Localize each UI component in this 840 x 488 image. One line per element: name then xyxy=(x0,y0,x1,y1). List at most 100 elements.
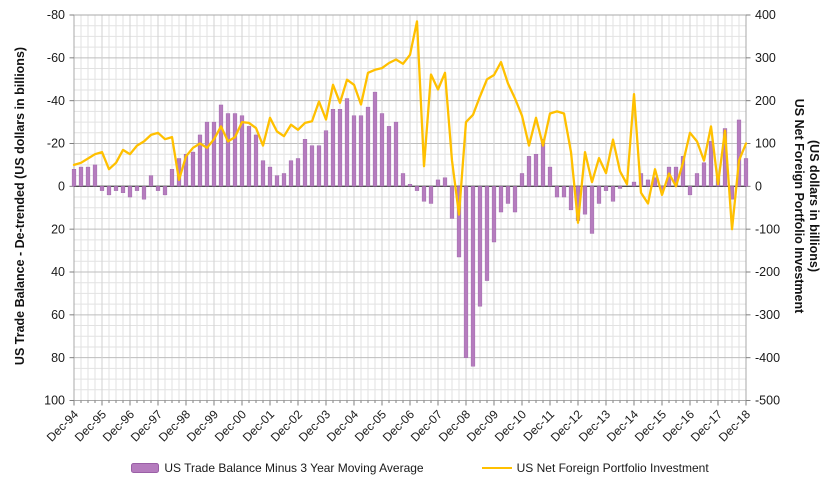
svg-text:0: 0 xyxy=(58,180,65,194)
svg-text:60: 60 xyxy=(51,308,65,322)
trade-balance-bar xyxy=(393,121,399,187)
trade-balance-bar xyxy=(316,145,322,187)
svg-text:-500: -500 xyxy=(755,394,780,408)
legend-item-trade-balance: US Trade Balance Minus 3 Year Moving Ave… xyxy=(131,461,424,475)
trade-balance-bar xyxy=(155,186,161,191)
trade-balance-bar xyxy=(505,186,511,204)
trade-balance-bars xyxy=(71,91,749,367)
svg-text:-200: -200 xyxy=(755,265,780,279)
trade-balance-bar xyxy=(743,158,749,187)
trade-balance-bar xyxy=(113,186,119,191)
trade-balance-bar xyxy=(211,121,217,187)
trade-balance-bar xyxy=(582,186,588,215)
legend-label-portfolio-investment: US Net Foreign Portfolio Investment xyxy=(516,461,709,475)
trade-balance-bar xyxy=(526,156,532,187)
trade-balance-bar xyxy=(498,186,504,213)
trade-balance-bar xyxy=(337,109,343,187)
trade-balance-bar xyxy=(596,186,602,204)
trade-balance-bar xyxy=(477,186,483,307)
trade-balance-bar xyxy=(169,168,175,187)
left-axis-tick-labels: -80 -60 -40 -20 0 20 40 60 80 100 xyxy=(44,8,65,408)
trade-balance-bar xyxy=(568,186,574,211)
right-axis-title: US Net Foreign Portfolio Investment xyxy=(792,98,806,314)
svg-text:0: 0 xyxy=(755,180,762,194)
trade-balance-bar xyxy=(281,173,287,187)
trade-balance-bar xyxy=(239,115,245,187)
svg-text:80: 80 xyxy=(51,351,65,365)
trade-balance-bar xyxy=(449,186,455,219)
trade-balance-bar xyxy=(309,145,315,187)
trade-balance-bar xyxy=(491,186,497,243)
trade-balance-bar xyxy=(372,91,378,187)
trade-balance-bar xyxy=(456,186,462,258)
trade-balance-bar xyxy=(540,139,546,187)
trade-balance-bar xyxy=(386,126,392,187)
trade-balance-bar xyxy=(190,151,196,187)
svg-text:-100: -100 xyxy=(755,222,780,236)
trade-balance-bar xyxy=(561,186,567,198)
trade-balance-bar xyxy=(414,186,420,191)
svg-text:200: 200 xyxy=(755,94,776,108)
trade-balance-bar xyxy=(232,113,238,187)
trade-balance-bar xyxy=(379,113,385,187)
svg-text:100: 100 xyxy=(44,394,65,408)
trade-balance-bar xyxy=(512,186,518,213)
trade-balance-bar xyxy=(589,186,595,234)
line-swatch-icon xyxy=(481,467,512,469)
svg-text:Dec-18: Dec-18 xyxy=(716,407,753,444)
trade-balance-bar xyxy=(358,115,364,187)
trade-balance-bar xyxy=(701,162,707,187)
svg-text:-400: -400 xyxy=(755,351,780,365)
trade-balance-bar xyxy=(631,181,637,187)
trade-balance-bar xyxy=(197,134,203,187)
trade-balance-bar xyxy=(260,160,266,187)
trade-balance-bar xyxy=(288,160,294,187)
trade-balance-bar xyxy=(687,186,693,196)
trade-balance-bar xyxy=(204,121,210,187)
right-axis-tick-labels: 400 300 200 100 0 -100 -200 -300 -400 -500 xyxy=(755,8,780,408)
legend: US Trade Balance Minus 3 Year Moving Ave… xyxy=(0,456,840,480)
left-axis-title: US Trade Balance - De-trended (US dollar… xyxy=(13,46,27,366)
trade-balance-bar xyxy=(85,166,91,187)
svg-text:-80: -80 xyxy=(47,8,65,22)
trade-balance-bar xyxy=(645,179,651,187)
legend-label-trade-balance: US Trade Balance Minus 3 Year Moving Ave… xyxy=(164,461,424,475)
trade-balance-bar xyxy=(183,154,189,187)
svg-text:20: 20 xyxy=(51,222,65,236)
portfolio-investment-line xyxy=(72,20,748,231)
svg-text:300: 300 xyxy=(755,51,776,65)
trade-balance-bar xyxy=(106,186,112,196)
trade-balance-bar xyxy=(225,113,231,187)
trade-balance-bar xyxy=(603,186,609,191)
trade-balance-bar xyxy=(421,186,427,202)
trade-balance-bar xyxy=(365,106,371,187)
trade-balance-bar xyxy=(141,186,147,200)
trade-balance-bar xyxy=(484,186,490,281)
trade-balance-bar xyxy=(302,139,308,187)
trade-balance-bar xyxy=(99,186,105,191)
trade-balance-bar xyxy=(533,154,539,187)
bar-swatch-icon xyxy=(131,463,160,473)
trade-balance-bar xyxy=(134,186,140,191)
trade-balance-bar xyxy=(162,186,168,196)
trade-balance-bar xyxy=(218,104,224,187)
legend-item-portfolio-investment: US Net Foreign Portfolio Investment xyxy=(481,461,709,475)
trade-balance-bar xyxy=(323,130,329,187)
trade-balance-bar xyxy=(71,168,77,187)
trade-balance-bar xyxy=(127,186,133,198)
svg-text:-20: -20 xyxy=(47,137,65,151)
trade-balance-bar xyxy=(435,179,441,187)
svg-text:400: 400 xyxy=(755,8,776,22)
svg-text:100: 100 xyxy=(755,137,776,151)
trade-balance-bar xyxy=(470,186,476,367)
trade-balance-bar xyxy=(428,186,434,204)
svg-text:-60: -60 xyxy=(47,51,65,65)
trade-balance-bar xyxy=(547,166,553,187)
trade-balance-bar xyxy=(120,186,126,193)
trade-balance-bar xyxy=(708,141,714,187)
trade-balance-bar xyxy=(617,186,623,189)
trade-balance-bar xyxy=(295,158,301,187)
trade-balance-bar xyxy=(694,173,700,187)
